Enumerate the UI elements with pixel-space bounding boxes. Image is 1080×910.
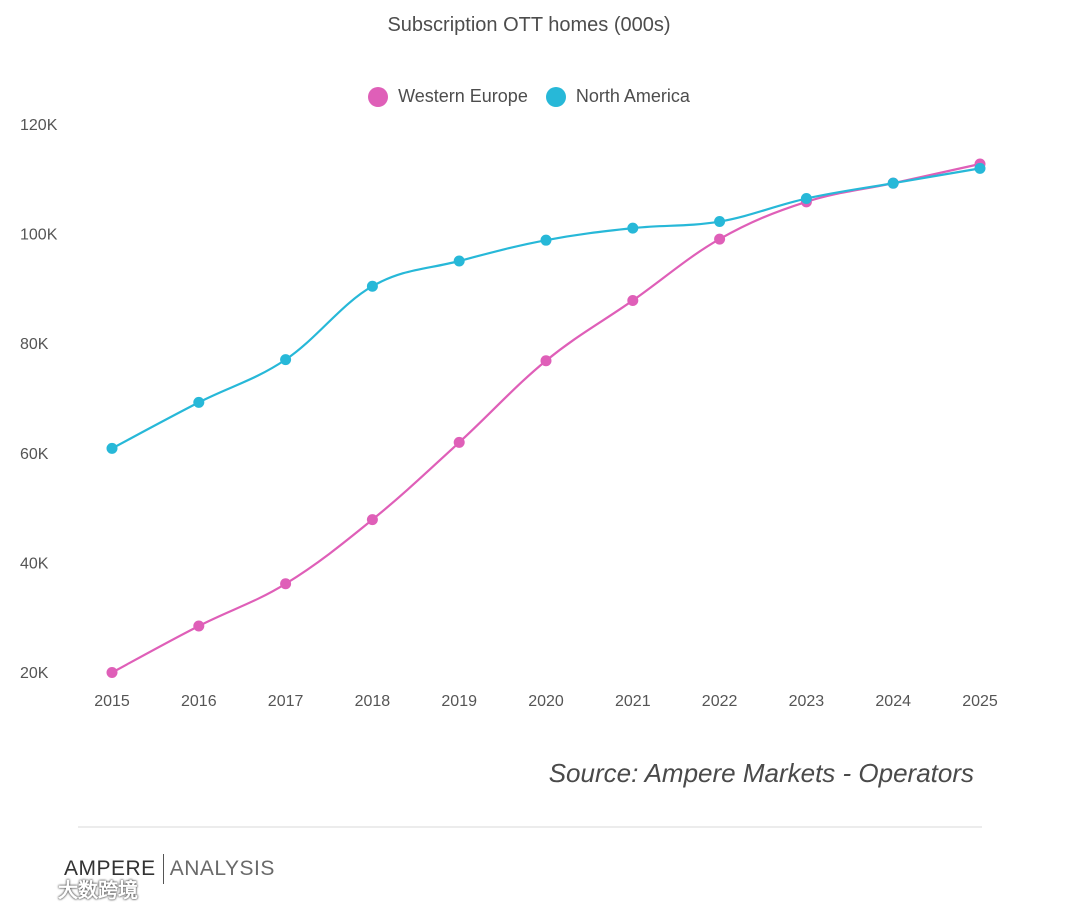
- x-tick-label: 2019: [441, 693, 477, 710]
- y-tick-label: 60K: [20, 446, 49, 463]
- watermark: 大数跨境: [10, 874, 138, 903]
- data-point-north-america: [887, 177, 899, 189]
- brand-logo: AMPERE ANALYSIS: [64, 854, 275, 884]
- y-tick-label: 120K: [20, 117, 58, 134]
- x-tick-label: 2015: [94, 693, 130, 710]
- x-tick-label: 2024: [875, 693, 911, 710]
- x-tick-label: 2025: [962, 693, 998, 710]
- legend-label-western-europe: Western Europe: [398, 86, 528, 106]
- x-tick-label: 2018: [355, 693, 391, 710]
- data-point-western-europe: [453, 436, 465, 448]
- chart-plot: 20K 40K 60K 80K 100K 120K 2015 2016 2017 2018 2019…: [20, 117, 998, 710]
- y-tick-label: 100K: [20, 227, 58, 244]
- x-tick-label: 2017: [268, 693, 304, 710]
- data-point-north-america: [453, 255, 465, 267]
- series-line-north-america: [111, 167, 981, 450]
- x-tick-label: 2021: [615, 693, 651, 710]
- x-tick-label: 2016: [181, 693, 217, 710]
- data-point-western-europe: [714, 233, 726, 245]
- brand-name: AMPERE: [64, 857, 156, 880]
- data-point-north-america: [280, 354, 292, 366]
- legend-item-north-america[interactable]: North America: [545, 86, 690, 107]
- legend-label-north-america: North America: [575, 86, 690, 106]
- source-note: Source: Ampere Markets - Operators: [548, 758, 974, 788]
- x-tick-label: 2020: [528, 693, 564, 710]
- data-point-western-europe: [366, 514, 378, 526]
- data-point-western-europe: [280, 578, 292, 590]
- data-point-north-america: [540, 234, 552, 246]
- chart-title: Subscription OTT homes (000s): [387, 14, 671, 36]
- data-point-north-america: [714, 216, 726, 228]
- data-point-western-europe: [627, 294, 639, 306]
- data-point-north-america: [974, 162, 986, 174]
- watermark-logo-icon: [10, 879, 54, 898]
- data-point-north-america: [106, 442, 118, 454]
- y-tick-label: 40K: [20, 555, 49, 572]
- y-tick-label: 20K: [20, 665, 49, 682]
- legend-dot-western-europe-icon: [368, 86, 389, 107]
- brand-subtitle: ANALYSIS: [169, 857, 275, 880]
- brand-separator: [162, 854, 164, 884]
- data-point-western-europe: [540, 355, 552, 367]
- footer-divider: [78, 826, 982, 828]
- x-tick-label: 2023: [789, 693, 825, 710]
- legend-item-western-europe[interactable]: Western Europe: [368, 86, 528, 107]
- x-tick-label: 2022: [702, 693, 738, 710]
- data-point-north-america: [366, 280, 378, 292]
- legend-dot-north-america-icon: [545, 86, 566, 107]
- data-point-western-europe: [106, 667, 118, 679]
- data-point-north-america: [627, 222, 639, 234]
- chart-legend: Western Europe North America: [0, 86, 1058, 107]
- data-point-western-europe: [193, 620, 205, 632]
- y-tick-label: 80K: [20, 336, 49, 353]
- data-point-north-america: [193, 396, 205, 408]
- data-point-north-america: [800, 193, 812, 205]
- watermark-text: 大数跨境: [58, 880, 138, 902]
